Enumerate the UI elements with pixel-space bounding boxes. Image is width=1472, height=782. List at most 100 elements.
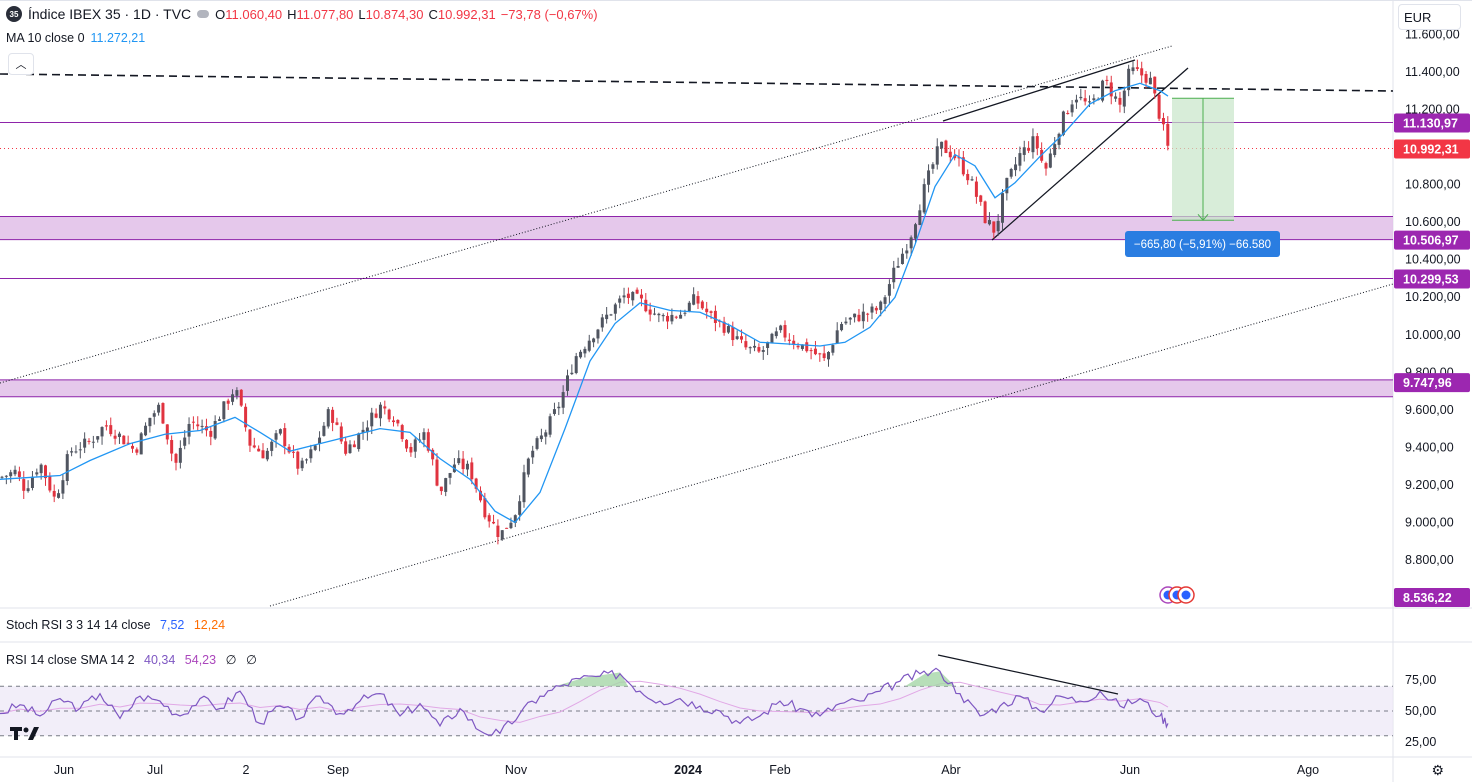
- candle-body: [1022, 147, 1026, 155]
- channel-upper-line: [0, 45, 1173, 384]
- candle-body: [1127, 68, 1131, 91]
- stoch-rsi-legend[interactable]: Stoch RSI 3 3 14 14 close 7,52 12,24: [6, 618, 225, 632]
- price-level-label: 9.747,96: [1403, 376, 1452, 390]
- candle-body: [200, 425, 204, 427]
- price-level-badge: [1394, 139, 1470, 159]
- rsi-legend[interactable]: RSI 14 close SMA 14 2 40,34 54,23 ∅ ∅: [6, 652, 257, 667]
- candle-body: [892, 267, 896, 283]
- ohlc-item: −73,78 (−0,67%): [501, 7, 598, 22]
- candle-body: [631, 291, 635, 301]
- rsi-label: RSI 14 close SMA 14 2: [6, 653, 135, 667]
- candle-body: [835, 330, 839, 344]
- candle-body: [740, 336, 743, 340]
- candle-body: [326, 409, 330, 427]
- candle-body: [1109, 82, 1113, 97]
- price-tick-label: 11.600,00: [1405, 27, 1460, 41]
- candle-body: [400, 425, 404, 440]
- support-zone: [0, 216, 1393, 240]
- candle-body: [874, 307, 878, 311]
- candle-body: [513, 515, 517, 523]
- candle-body: [270, 441, 274, 451]
- settings-gear-icon[interactable]: ⚙: [1431, 762, 1444, 778]
- candle-body: [383, 406, 387, 409]
- candle-body: [896, 266, 900, 268]
- rsi-divergence-line: [937, 654, 1119, 695]
- candle-body: [126, 442, 130, 444]
- candle-body: [987, 220, 991, 225]
- candle-body: [439, 486, 443, 492]
- candle-body: [344, 441, 348, 454]
- candle-body: [831, 345, 835, 353]
- rsi-line: [0, 667, 1169, 736]
- candle-body: [827, 352, 830, 360]
- candle-body: [117, 433, 121, 437]
- candle-body: [252, 445, 256, 448]
- candle-body: [748, 347, 752, 349]
- candle-body: [100, 427, 104, 437]
- candle-body: [592, 338, 596, 343]
- candle-body: [509, 522, 513, 529]
- candle-body: [761, 350, 765, 352]
- currency-button[interactable]: EUR: [1398, 4, 1461, 30]
- candle-body: [822, 353, 826, 359]
- candle-body: [365, 427, 369, 433]
- candle-body: [557, 406, 561, 409]
- candle-body: [618, 298, 622, 303]
- candle-body: [1140, 68, 1144, 76]
- candle-body: [857, 314, 861, 322]
- candle-body: [57, 493, 61, 498]
- candle-body: [635, 289, 639, 294]
- candle-body: [853, 313, 857, 318]
- ohlc-item: O11.060,40: [215, 7, 282, 22]
- symbol-badge: 35: [6, 6, 22, 22]
- candle-body: [922, 184, 926, 213]
- candle-body: [1044, 163, 1048, 169]
- ma-value: 11.272,21: [90, 31, 146, 45]
- candle-body: [274, 433, 278, 440]
- candle-body: [700, 301, 704, 309]
- candle-body: [766, 341, 770, 349]
- currency-label: EUR: [1404, 9, 1432, 25]
- candle-body: [1135, 67, 1139, 69]
- candle-body: [805, 342, 809, 352]
- candle-body: [1074, 99, 1078, 103]
- rsi-value: 40,34: [144, 653, 176, 667]
- candle-body: [661, 315, 665, 317]
- candle-body: [96, 436, 100, 440]
- candle-body: [979, 195, 983, 202]
- candle-body: [39, 464, 43, 474]
- candle-body: [313, 445, 317, 450]
- candle-body: [104, 425, 108, 427]
- candle-body: [461, 458, 465, 470]
- candle-body: [909, 237, 913, 249]
- candle-body: [283, 428, 287, 447]
- ohlc-key: H: [287, 6, 297, 22]
- candle-body: [918, 210, 922, 225]
- candle-body: [352, 444, 356, 448]
- candle-body: [170, 440, 174, 454]
- candle-body: [1057, 133, 1061, 145]
- tradingview-logo-icon[interactable]: [8, 722, 42, 744]
- candle-body: [492, 521, 496, 524]
- candle-body: [1131, 67, 1135, 72]
- symbol-title[interactable]: Índice IBEX 35 · 1D · TVC: [28, 6, 192, 22]
- candle-body: [1105, 79, 1109, 81]
- candle-body: [331, 409, 335, 423]
- measure-arrowhead: [1197, 213, 1209, 222]
- candle-body: [231, 394, 235, 402]
- candle-body: [879, 301, 883, 310]
- price-level-label: 10.299,53: [1403, 273, 1459, 287]
- candle-body: [683, 312, 687, 314]
- collapse-legend-button[interactable]: ︿: [8, 53, 34, 75]
- candle-body: [113, 435, 117, 439]
- candle-body: [305, 459, 308, 461]
- rsi-tick-label: 50,00: [1405, 704, 1436, 718]
- candle-body: [448, 473, 452, 478]
- candle-body: [844, 321, 848, 324]
- market-status-icon[interactable]: [197, 10, 210, 18]
- ma-legend[interactable]: MA 10 close 0 11.272,21: [6, 31, 145, 45]
- candle-body: [818, 353, 822, 355]
- candle-body: [544, 432, 548, 437]
- candle-body: [248, 429, 252, 446]
